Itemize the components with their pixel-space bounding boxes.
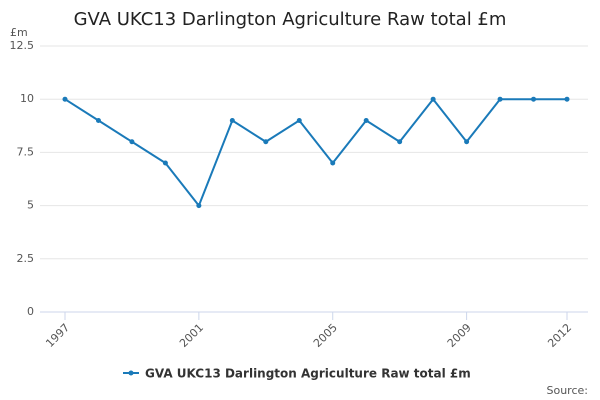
legend-marker: [128, 370, 134, 376]
point: [497, 96, 503, 102]
source: Source:: [547, 384, 589, 397]
x-tick-label: 2009: [445, 321, 474, 350]
y-tick-label: 12.5: [10, 39, 35, 52]
y-tick-label: 5: [27, 199, 34, 212]
point: [564, 96, 570, 102]
y-axis-label: £m: [10, 26, 28, 39]
point: [95, 117, 101, 123]
point: [430, 96, 436, 102]
point: [464, 139, 470, 145]
point: [363, 117, 369, 123]
point: [397, 139, 403, 145]
x-tick-label: 1997: [43, 321, 72, 350]
y-tick-label: 0: [27, 305, 34, 318]
point: [229, 117, 235, 123]
line: [64, 97, 567, 208]
x-tick-label: 2012: [545, 321, 574, 350]
chart-title: GVA UKC13 Darlington Agriculture Raw tot…: [74, 9, 507, 30]
point: [62, 96, 68, 102]
point: [263, 139, 269, 145]
y-tick-label: 7.5: [17, 145, 35, 158]
point: [531, 96, 537, 102]
y-tick-label: 2.5: [17, 252, 35, 265]
point: [196, 203, 202, 209]
point: [129, 139, 135, 145]
y-tick-label: 10: [20, 92, 34, 105]
x-tick-label: 2001: [177, 321, 206, 350]
x-tick-label: 2005: [311, 321, 340, 350]
point: [330, 160, 336, 166]
legend-label: GVA UKC13 Darlington Agriculture Raw tot…: [145, 367, 471, 381]
point: [296, 117, 302, 123]
point: [162, 160, 168, 166]
